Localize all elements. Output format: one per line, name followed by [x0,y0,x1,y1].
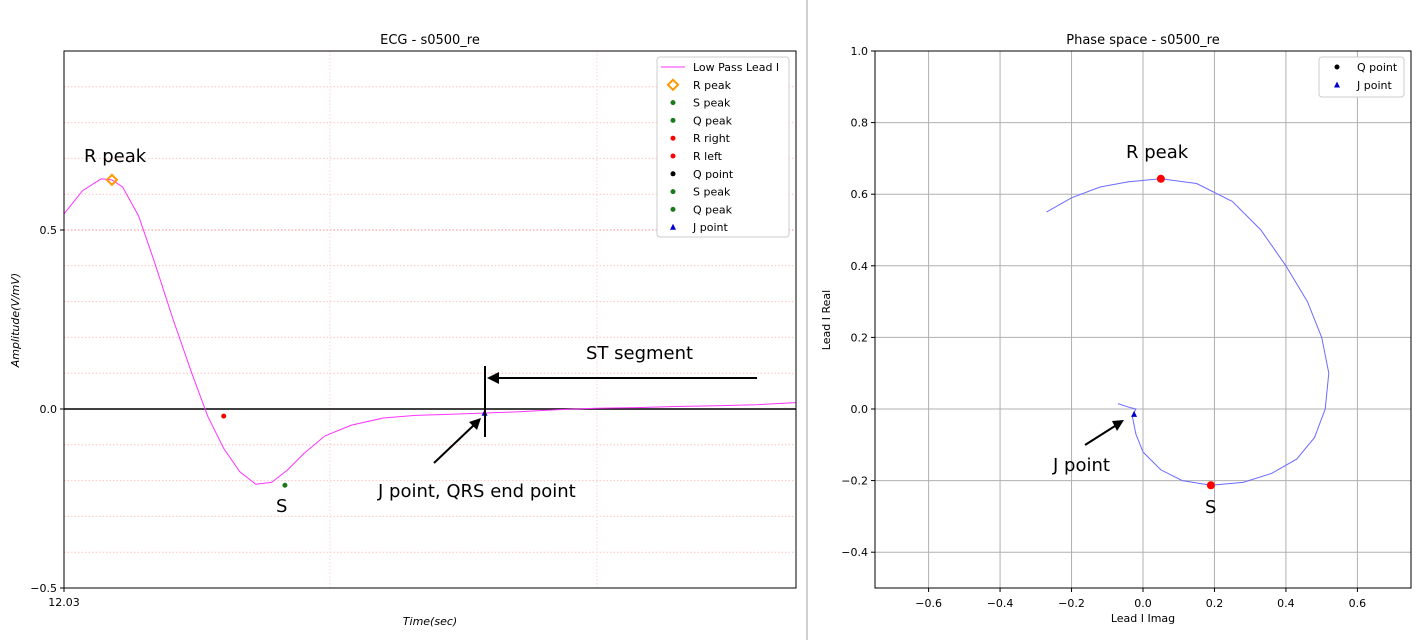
ecg-marker-s-peak [282,482,288,488]
phase-title: Phase space - s0500_re [1066,33,1219,48]
phase-x-tick-label: 0.0 [1134,597,1152,610]
phase-y-tick-label: 0.4 [851,260,869,273]
legend-swatch [670,189,676,195]
phase-x-ticks: −0.6 −0.4 −0.2 0.0 0.2 0.4 0.6 [915,588,1366,610]
ecg-legend-label: Q point [693,168,734,181]
phase-y-tick-label: −0.4 [841,546,868,559]
ecg-legend-label: R peak [693,79,732,92]
st-segment-arrowhead [487,372,499,384]
phase-x-tick-label: −0.6 [915,597,942,610]
ecg-legend-label: J point [692,221,728,234]
ecg-title: ECG - s0500_re [380,33,480,48]
legend-swatch [670,135,676,141]
ecg-legend-label: R right [693,132,731,145]
phase-y-tick-label: −0.2 [841,475,868,488]
phase-legend-label: J point [1356,79,1392,92]
phase-marker-j-point [1131,410,1138,417]
ecg-legend-label: Low Pass Lead I [693,61,779,74]
phase-markers [1131,174,1215,490]
phase-series-line [1046,178,1330,486]
ecg-plot-frame [63,50,797,589]
ecg-chart: −0.5 0.0 0.5 12.03 ECG - s0500_re Time(sec… [9,33,797,628]
ecg-legend-label: S peak [693,186,731,199]
legend-swatch [670,117,676,123]
ecg-y-axis-label: Amplitude(V/mV) [9,273,22,368]
phase-x-axis-label: Lead I Imag [1111,612,1175,625]
phase-space-chart: −0.6 −0.4 −0.2 0.0 0.2 0.4 0.6 −0.4 −0.2 0.0 0.2 0… [820,33,1412,625]
phase-x-tick-label: 0.4 [1277,597,1295,610]
ecg-legend-label: R left [693,150,723,163]
legend-swatch [670,153,676,159]
legend-swatch [670,223,676,230]
ecg-legend: Low Pass Lead I R peak S peak Q peak R right… [656,56,790,238]
ecg-x-tick-label: 12.03 [48,596,80,609]
phase-x-tick-label: −0.2 [1058,597,1085,610]
phase-x-tick-label: −0.4 [987,597,1014,610]
phase-j-point-arrow [1084,425,1116,446]
legend-swatch [670,100,676,106]
j-point-arrowhead [469,418,481,430]
ecg-series-line [63,178,797,485]
ecg-marker-r-right [221,413,227,419]
legend-swatch [1334,64,1340,70]
ecg-markers [105,173,488,488]
legend-swatch [670,206,676,212]
phase-annotation-r-peak: R peak [1126,142,1189,163]
phase-y-tick-label: 0.2 [851,331,869,344]
phase-y-tick-label: 0.8 [851,117,869,130]
ecg-annotation-st-segment: ST segment [586,343,693,364]
ecg-annotation-s: S [276,496,287,517]
phase-y-tick-label: 0.6 [851,188,869,201]
phase-j-point-arrowhead [1112,420,1124,431]
phase-y-axis-label: Lead I Real [820,290,833,350]
phase-x-tick-label: 0.6 [1349,597,1367,610]
phase-marker-s [1206,481,1215,490]
phase-x-tick-label: 0.2 [1206,597,1224,610]
ecg-legend-label: Q peak [693,203,733,216]
ecg-annotation-j-point: J point, QRS end point [377,481,576,502]
ecg-y-ticks: −0.5 0.0 0.5 [30,224,64,595]
phase-annotation-j-point: J point [1052,455,1110,476]
phase-annotation-s: S [1205,497,1216,518]
phase-legend-label: Q point [1357,61,1398,74]
ecg-y-tick-label: 0.0 [40,403,58,416]
ecg-annotation-r-peak: R peak [84,146,147,167]
ecg-marker-r-peak [105,173,119,187]
ecg-legend-label: S peak [693,97,731,110]
legend-swatch [666,78,680,92]
phase-y-ticks: −0.4 −0.2 0.0 0.2 0.4 0.6 0.8 1.0 [841,45,875,559]
phase-marker-r-peak [1156,174,1165,183]
ecg-y-tick-label: 0.5 [40,224,58,237]
legend-swatch [1334,81,1340,88]
ecg-legend-label: Q peak [693,114,733,127]
phase-y-tick-label: 0.0 [851,403,869,416]
legend-swatch [670,171,676,177]
ecg-y-tick-label: −0.5 [30,582,57,595]
ecg-x-axis-label: Time(sec) [403,615,457,628]
j-point-arrow [433,424,475,464]
phase-legend: Q point J point [1318,56,1405,98]
phase-y-tick-label: 1.0 [851,45,869,58]
